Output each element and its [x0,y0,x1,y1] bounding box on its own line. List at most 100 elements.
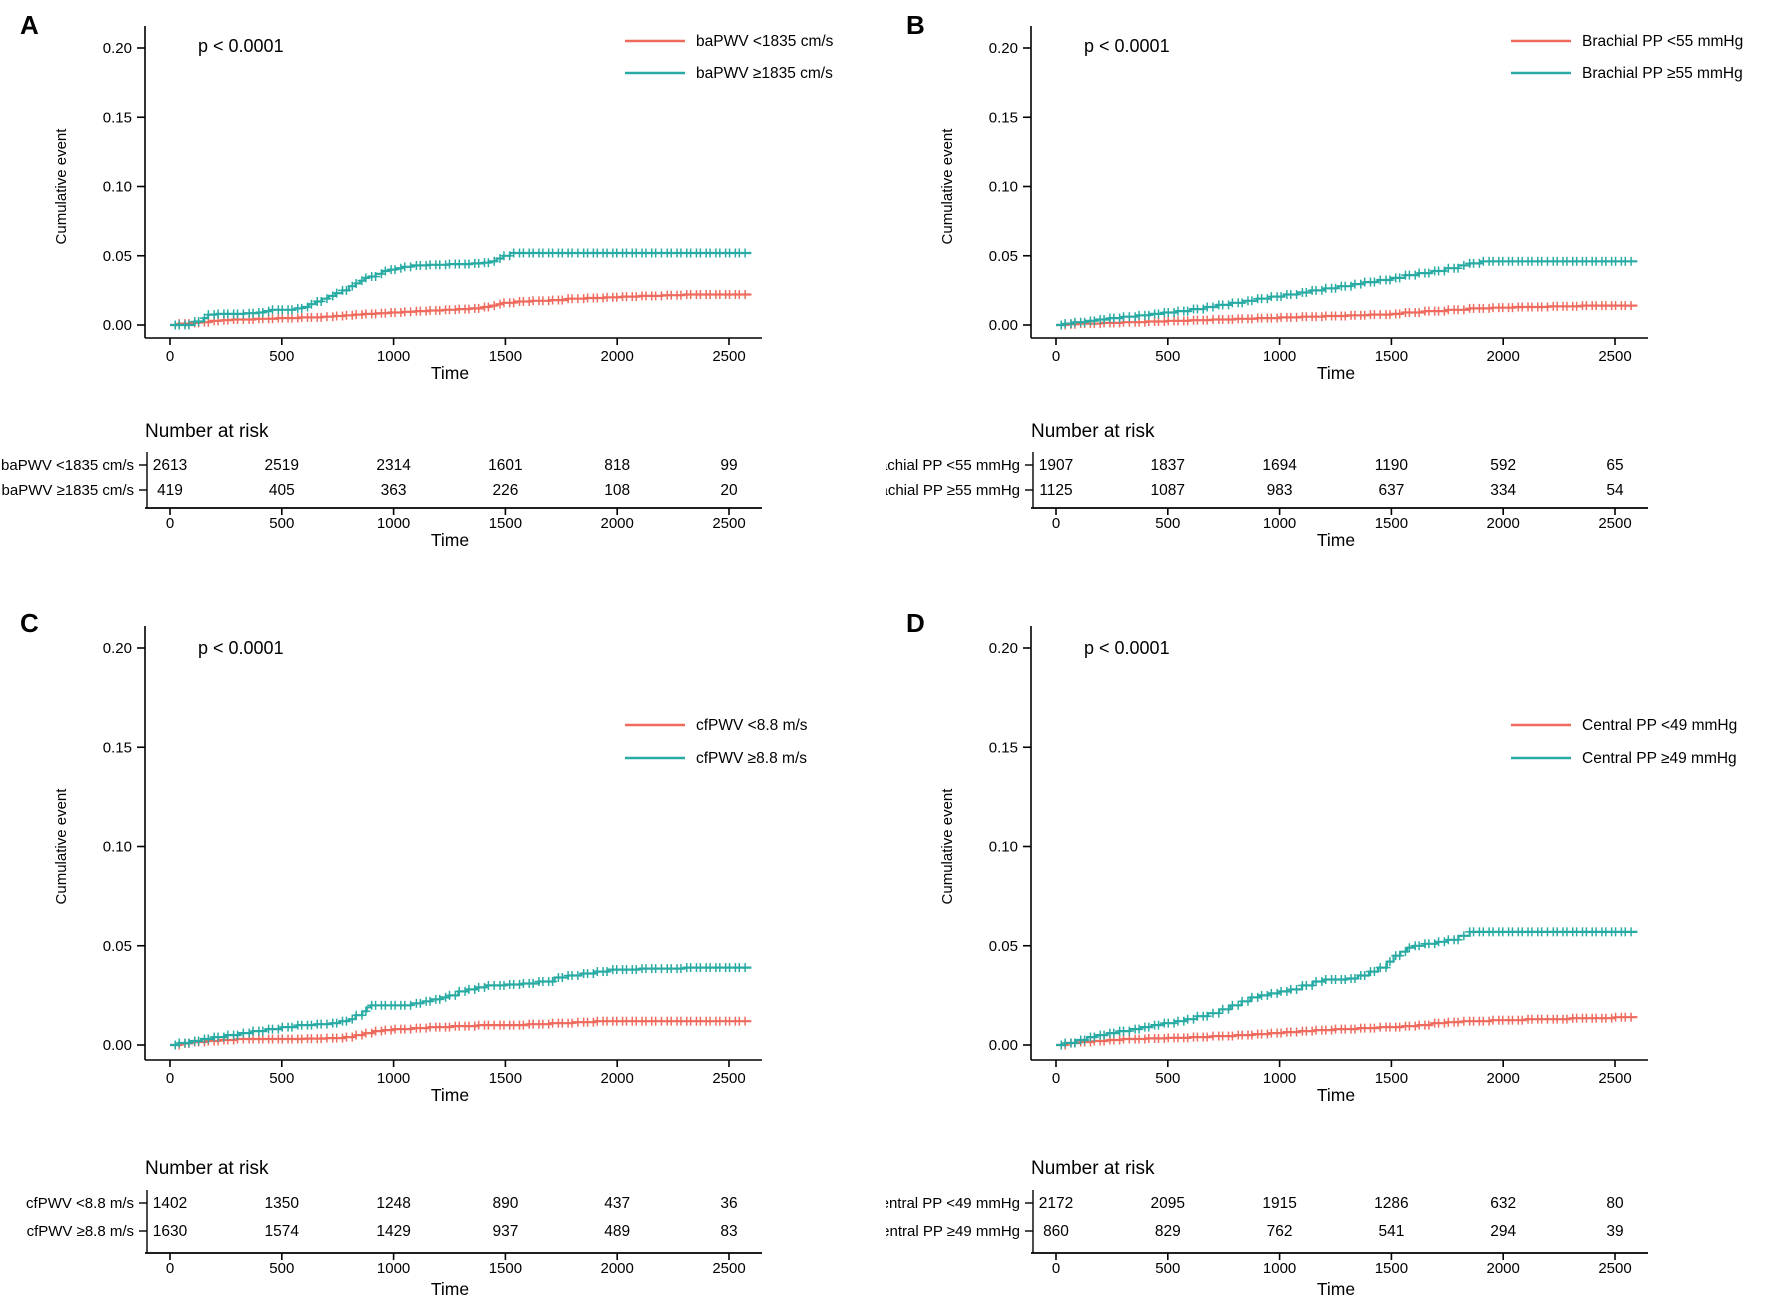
risk-count: 592 [1490,457,1516,474]
risk-count: 65 [1606,457,1623,474]
risk-count: 1694 [1262,457,1297,474]
risk-count: 632 [1490,1195,1516,1212]
risk-count: 36 [720,1195,737,1212]
risk-count: 1837 [1151,457,1185,474]
risk-row-label: baPWV <1835 cm/s [1,457,134,474]
risk-x-tick-label: 0 [166,1260,174,1277]
legend-label: cfPWV ≥8.8 m/s [696,750,807,767]
risk-count: 818 [604,457,630,474]
x-axis-title: Time [431,363,469,383]
x-tick-label: 1000 [377,1070,410,1087]
risk-x-tick-label: 1000 [1263,1260,1296,1277]
panel-letter: D [906,608,925,638]
y-tick-label: 0.00 [103,1037,132,1054]
x-tick-label: 1500 [1375,1070,1408,1087]
risk-count: 983 [1267,482,1293,499]
risk-count: 829 [1155,1223,1181,1240]
km-plot-D: Dp < 0.0001 Cumulative event 0.00 0.05 0.10 0… [870,608,1737,1299]
risk-count: 99 [720,457,737,474]
y-axis-title: Cumulative event [939,788,956,905]
risk-row-label: baPWV ≥1835 cm/s [2,482,134,499]
risk-x-tick-label: 500 [1155,1260,1180,1277]
x-tick-label: 1500 [1375,348,1408,365]
x-tick-label: 0 [1052,348,1060,365]
risk-x-tick-label: 1000 [1263,515,1296,532]
risk-count: 294 [1490,1223,1516,1240]
risk-count: 937 [492,1223,518,1240]
x-tick-label: 1000 [1263,348,1296,365]
survival-curve [170,1020,752,1047]
risk-count: 1574 [265,1223,300,1240]
y-axis-title: Cumulative event [53,788,70,905]
risk-count: 890 [492,1195,518,1212]
risk-count: 1125 [1039,482,1072,499]
x-tick-label: 2500 [1598,1070,1631,1087]
risk-x-tick-label: 2000 [601,1260,634,1277]
risk-x-tick-label: 2000 [1487,515,1520,532]
y-tick-label: 0.05 [103,248,132,265]
risk-count: 2519 [265,457,299,474]
risk-x-axis-title: Time [431,1279,469,1299]
risk-count: 762 [1267,1223,1293,1240]
risk-count: 1630 [153,1223,188,1240]
censor-marks [1056,927,1636,1050]
p-value-label: p < 0.0001 [1084,36,1170,56]
risk-row-label: Brachial PP <55 mmHg [886,457,1020,474]
x-tick-label: 2000 [601,348,634,365]
risk-x-axis-title: Time [1317,1279,1355,1299]
risk-x-tick-label: 1500 [1375,515,1408,532]
risk-x-tick-label: 1500 [1375,1260,1408,1277]
risk-count: 39 [1606,1223,1623,1240]
risk-count: 1429 [376,1223,410,1240]
risk-x-axis-title: Time [1317,530,1355,550]
legend-label: baPWV <1835 cm/s [696,33,834,50]
survival-curve [1056,1016,1638,1047]
y-axis-title: Cumulative event [939,128,956,245]
risk-count: 1190 [1375,457,1409,474]
x-axis-title: Time [1317,1085,1355,1105]
y-tick-label: 0.00 [989,317,1018,334]
x-tick-label: 2000 [1487,348,1520,365]
p-value-label: p < 0.0001 [1084,638,1170,658]
risk-count: 2172 [1039,1195,1073,1212]
panel-letter: C [20,608,39,638]
x-tick-label: 500 [1155,1070,1180,1087]
risk-count: 226 [492,482,518,499]
risk-x-tick-label: 500 [269,515,294,532]
y-tick-label: 0.15 [989,109,1018,126]
panel-letter: A [20,10,39,40]
km-plot-C: Cp < 0.0001 Cumulative event 0.00 0.05 0.10 0… [20,608,808,1299]
y-tick-label: 0.15 [103,109,132,126]
risk-count: 2314 [376,457,411,474]
y-tick-label: 0.05 [989,938,1018,955]
risk-x-tick-label: 1500 [489,515,522,532]
risk-x-tick-label: 1000 [377,515,410,532]
risk-x-tick-label: 2000 [1487,1260,1520,1277]
p-value-label: p < 0.0001 [198,638,284,658]
x-tick-label: 1500 [489,1070,522,1087]
risk-row-label: cfPWV ≥8.8 m/s [27,1223,134,1240]
risk-count: 419 [157,482,183,499]
x-tick-label: 500 [269,348,294,365]
risk-count: 1402 [153,1195,187,1212]
risk-count: 1601 [488,457,522,474]
p-value-label: p < 0.0001 [198,36,284,56]
x-tick-label: 0 [166,348,174,365]
censor-marks [170,248,750,330]
censor-marks [170,290,750,330]
x-tick-label: 2000 [1487,1070,1520,1087]
risk-row-label: Central PP <49 mmHg [886,1195,1020,1212]
x-tick-label: 500 [1155,348,1180,365]
risk-x-tick-label: 0 [1052,515,1060,532]
risk-count: 1087 [1151,482,1185,499]
y-tick-label: 0.05 [989,248,1018,265]
risk-x-tick-label: 2500 [1598,515,1631,532]
x-tick-label: 0 [1052,1070,1060,1087]
censor-marks [1056,301,1636,330]
x-tick-label: 1000 [377,348,410,365]
y-tick-label: 0.00 [103,317,132,334]
risk-count: 2095 [1151,1195,1185,1212]
